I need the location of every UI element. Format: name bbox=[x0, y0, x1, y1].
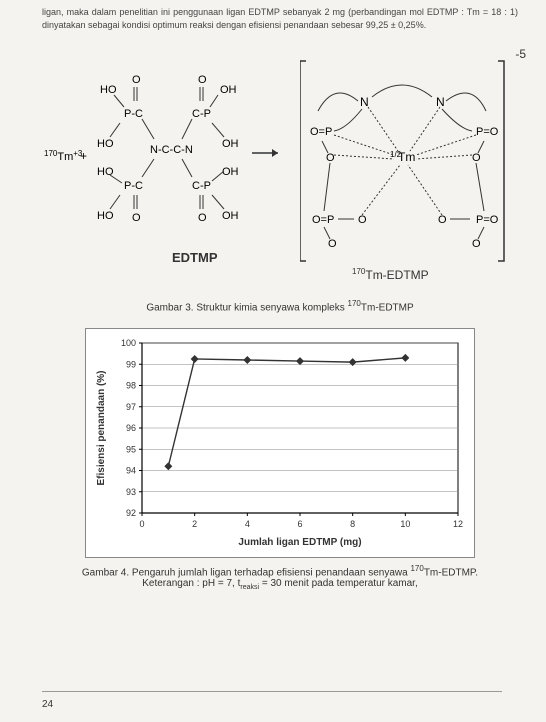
svg-text:O: O bbox=[472, 152, 481, 164]
svg-text:OH: OH bbox=[220, 84, 237, 96]
svg-text:92: 92 bbox=[126, 508, 136, 518]
svg-text:Tm: Tm bbox=[398, 150, 415, 164]
figure-4-caption: Gambar 4. Pengaruh jumlah ligan terhadap… bbox=[42, 564, 518, 591]
svg-text:O: O bbox=[132, 212, 141, 224]
svg-text:99: 99 bbox=[126, 359, 136, 369]
svg-text:O: O bbox=[328, 238, 337, 250]
svg-text:HO: HO bbox=[100, 84, 117, 96]
svg-text:12: 12 bbox=[453, 519, 463, 529]
svg-text:OH: OH bbox=[222, 166, 239, 178]
svg-text:170Tm+3: 170Tm+3 bbox=[44, 149, 83, 163]
svg-text:O: O bbox=[438, 214, 447, 226]
svg-text:P=O: P=O bbox=[476, 126, 499, 138]
page-number: 24 bbox=[42, 699, 53, 710]
svg-text:Jumlah ligan EDTMP (mg): Jumlah ligan EDTMP (mg) bbox=[238, 537, 361, 548]
svg-text:2: 2 bbox=[192, 519, 197, 529]
complex-label: 170Tm-EDTMP bbox=[352, 267, 429, 282]
svg-text:P-C: P-C bbox=[124, 180, 143, 192]
svg-text:O: O bbox=[198, 74, 207, 86]
svg-text:N: N bbox=[360, 95, 369, 109]
svg-text:8: 8 bbox=[350, 519, 355, 529]
svg-text:+: + bbox=[80, 149, 87, 163]
figure-4-chart: 92 93 94 95 96 97 98 99 100 0 2 4 6 8 10 12 Jumlah ligan… bbox=[85, 328, 475, 558]
svg-text:N: N bbox=[436, 95, 445, 109]
chart-svg: 92 93 94 95 96 97 98 99 100 0 2 4 6 8 10 12 Jumlah ligan… bbox=[86, 329, 474, 557]
svg-text:95: 95 bbox=[126, 444, 136, 454]
svg-text:O: O bbox=[326, 152, 335, 164]
svg-text:0: 0 bbox=[139, 519, 144, 529]
header-paragraph: ligan, maka dalam penelitian ini penggun… bbox=[42, 6, 518, 31]
svg-text:6: 6 bbox=[297, 519, 302, 529]
svg-text:O=P: O=P bbox=[310, 126, 332, 138]
figure-3: 170Tm+3 + HO O P-C HO O OH C-P OH N-C-C-… bbox=[42, 45, 518, 293]
edtmp-structure-svg: 170Tm+3 + HO O P-C HO O OH C-P OH N-C-C-… bbox=[42, 45, 282, 265]
svg-text:O: O bbox=[132, 74, 141, 86]
svg-text:O=P: O=P bbox=[312, 214, 334, 226]
svg-text:94: 94 bbox=[126, 465, 136, 475]
complex-charge: -5 bbox=[515, 47, 526, 61]
svg-text:96: 96 bbox=[126, 423, 136, 433]
svg-text:93: 93 bbox=[126, 486, 136, 496]
svg-text:10: 10 bbox=[400, 519, 410, 529]
svg-text:O: O bbox=[358, 214, 367, 226]
svg-text:C-P: C-P bbox=[192, 180, 211, 192]
svg-text:HO: HO bbox=[97, 138, 114, 150]
svg-text:98: 98 bbox=[126, 380, 136, 390]
svg-text:OH: OH bbox=[222, 210, 239, 222]
svg-text:100: 100 bbox=[121, 338, 136, 348]
svg-text:Efisiensi penandaan (%): Efisiensi penandaan (%) bbox=[96, 370, 107, 485]
svg-text:P=O: P=O bbox=[476, 214, 499, 226]
svg-text:N-C-C-N: N-C-C-N bbox=[150, 144, 193, 156]
edtmp-label: EDTMP bbox=[172, 250, 218, 265]
svg-text:O: O bbox=[198, 212, 207, 224]
figure-3-caption: Gambar 3. Struktur kimia senyawa komplek… bbox=[42, 299, 518, 313]
svg-text:O: O bbox=[472, 238, 481, 250]
svg-text:C-P: C-P bbox=[192, 108, 211, 120]
svg-text:97: 97 bbox=[126, 401, 136, 411]
svg-text:OH: OH bbox=[222, 138, 239, 150]
svg-text:4: 4 bbox=[245, 519, 250, 529]
svg-text:HO: HO bbox=[97, 210, 114, 222]
svg-text:P-C: P-C bbox=[124, 108, 143, 120]
complex-structure-svg: N N O=P P=O O O O=P P=O O O O O 1/2 Tm bbox=[300, 51, 510, 281]
footer-rule bbox=[42, 691, 502, 692]
